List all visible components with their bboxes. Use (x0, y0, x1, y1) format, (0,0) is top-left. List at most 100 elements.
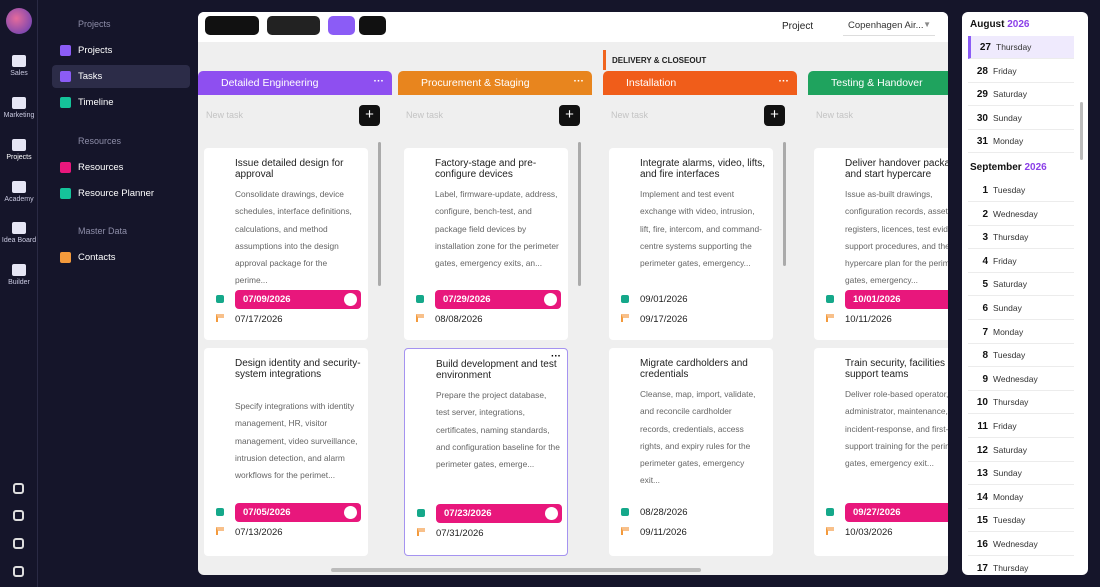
new-task[interactable]: New task (206, 110, 244, 120)
due-date[interactable]: 07/29/2026 (435, 290, 561, 309)
day-row[interactable]: 31 Monday (968, 130, 1074, 154)
day-row[interactable]: 2 Wednesday (968, 203, 1074, 226)
rail-item[interactable]: Idea Board (0, 222, 38, 244)
h-scrollbar[interactable] (331, 568, 701, 572)
add-button[interactable]: + (559, 105, 580, 126)
day-row[interactable]: 9 Wednesday (968, 368, 1074, 391)
day-row[interactable]: 1 Tuesday (968, 179, 1074, 202)
card-title: Migrate cardholders and credentials (640, 358, 748, 380)
project-value: Copenhagen Air... (848, 20, 924, 31)
nav-icon (60, 97, 71, 108)
new-task[interactable]: New task (406, 110, 444, 120)
task-card[interactable]: ··· Build development and test environmen… (404, 348, 568, 556)
sort-toggle[interactable] (267, 16, 320, 35)
day-row[interactable]: 10 Thursday (968, 391, 1074, 415)
rail-icon[interactable] (13, 538, 24, 549)
day-number: 11 (977, 421, 988, 432)
day-number: 10 (976, 397, 988, 409)
column-menu[interactable]: ··· (778, 75, 790, 87)
nav-label: Resources (78, 162, 124, 173)
due-date[interactable]: 09/01/2026 (640, 294, 688, 305)
add-button[interactable]: + (359, 105, 380, 126)
day-row[interactable]: 27 Thursday (968, 36, 1074, 59)
task-card[interactable]: Issue detailed design for approval Consol… (204, 148, 368, 340)
due-date[interactable]: 09/27/2026 (845, 503, 948, 522)
day-row[interactable]: 28 Friday (968, 60, 1074, 83)
weekday: Thursday (996, 42, 1032, 52)
nav-item[interactable]: Projects (52, 39, 190, 62)
rail-item[interactable]: Builder (0, 264, 38, 286)
day-row[interactable]: 5 Saturday (968, 273, 1074, 297)
task-card[interactable]: Factory-stage and pre-configure devices L… (404, 148, 568, 340)
card-menu[interactable]: ··· (551, 351, 561, 362)
day-row[interactable]: 30 Sunday (968, 107, 1074, 130)
list-button[interactable] (328, 16, 355, 35)
day-row[interactable]: 13 Sunday (968, 462, 1074, 486)
day-row[interactable]: 8 Tuesday (968, 344, 1074, 368)
day-row[interactable]: 7 Monday (968, 321, 1074, 344)
day-row[interactable]: 14 Monday (968, 486, 1074, 509)
rail-label: Builder (8, 279, 30, 286)
nav-icon (60, 188, 71, 199)
column-menu[interactable]: ··· (373, 75, 385, 87)
day-row[interactable]: 17 Thursday (968, 557, 1074, 575)
rail-icon[interactable] (13, 566, 24, 577)
nav-item[interactable]: Tasks (52, 65, 190, 88)
nav-item[interactable]: Contacts (52, 246, 190, 269)
due-date[interactable]: 08/28/2026 (640, 507, 688, 518)
column-menu[interactable]: ··· (573, 75, 585, 87)
rail-icon[interactable] (13, 483, 24, 494)
rail-label: Projects (6, 154, 32, 161)
column: Detailed Engineering ··· New task + Issue de… (198, 71, 392, 575)
calendar-icon (826, 508, 834, 516)
rail-icon[interactable] (13, 510, 24, 521)
day-row[interactable]: 15 Tuesday (968, 509, 1074, 533)
day-row[interactable]: 4 Friday (968, 250, 1074, 273)
calendar-icon (417, 509, 425, 517)
card-description: Specify integrations with identity manag… (235, 401, 358, 481)
task-card[interactable]: Design identity and security-system inte… (204, 348, 368, 556)
board: Project Copenhagen Air... ▼ DELIVERY & CL… (198, 12, 948, 575)
due-date[interactable]: 07/09/2026 (235, 290, 361, 309)
avatar[interactable] (6, 8, 32, 34)
new-task[interactable]: New task (816, 110, 854, 120)
due-date[interactable]: 10/01/2026 (845, 290, 948, 309)
rail-item[interactable]: Marketing (0, 97, 38, 119)
view-toggle[interactable] (205, 16, 259, 35)
rail-item[interactable]: Sales (0, 55, 38, 77)
new-task[interactable]: New task (611, 110, 649, 120)
calendar-icon (621, 508, 629, 516)
rail-item[interactable]: Academy (0, 181, 38, 203)
search-button[interactable] (359, 16, 386, 35)
nav-label: Projects (78, 45, 113, 56)
day-number: 29 (976, 89, 988, 101)
due-date[interactable]: 07/23/2026 (436, 504, 562, 523)
task-card[interactable]: Train security, facilities and support t… (814, 348, 948, 556)
nav-item[interactable]: Resources (52, 156, 190, 179)
task-card[interactable]: Migrate cardholders and credentials Clean… (609, 348, 773, 556)
scrollbar (783, 142, 786, 266)
day-row[interactable]: 3 Thursday (968, 226, 1074, 250)
card-description: Consolidate drawings, device schedules, … (235, 189, 352, 286)
scrollbar[interactable] (1080, 102, 1083, 160)
task-card[interactable]: Integrate alarms, video, lifts, and fire… (609, 148, 773, 340)
scrollbar (378, 142, 381, 286)
add-button[interactable]: + (764, 105, 785, 126)
day-number: 17 (976, 562, 988, 574)
task-card[interactable]: Deliver handover package and start hyper… (814, 148, 948, 340)
day-row[interactable]: 29 Saturday (968, 83, 1074, 107)
day-row[interactable]: 16 Wednesday (968, 533, 1074, 556)
nav-item[interactable]: Timeline (52, 91, 190, 114)
nav-rail: Sales Marketing Projects Academy Idea Board B… (0, 0, 38, 587)
weekday: Thursday (993, 397, 1029, 408)
rail-item[interactable]: Projects (0, 139, 38, 161)
weekday: Monday (993, 491, 1024, 502)
card-description: Deliver role-based operator, administrat… (845, 389, 948, 469)
project-select[interactable]: Copenhagen Air... ▼ (843, 16, 935, 36)
day-row[interactable]: 12 Saturday (968, 439, 1074, 462)
card-title: Issue detailed design for approval (235, 158, 344, 180)
nav-item[interactable]: Resource Planner (52, 182, 190, 205)
due-date[interactable]: 07/05/2026 (235, 503, 361, 522)
day-row[interactable]: 6 Sunday (968, 297, 1074, 320)
day-row[interactable]: 11 Friday (968, 415, 1074, 438)
